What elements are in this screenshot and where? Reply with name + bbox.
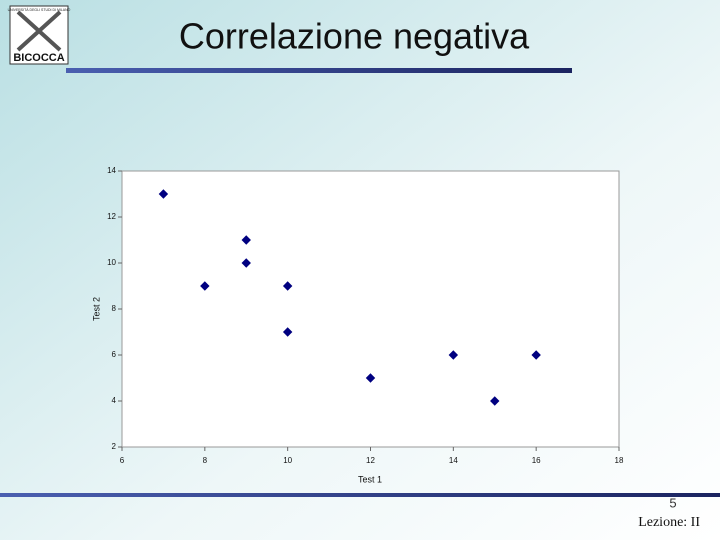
- y-axis-label: Test 2: [91, 297, 101, 321]
- page-number: 5: [669, 495, 676, 510]
- x-tick-label: 16: [532, 456, 541, 465]
- point: [241, 258, 251, 268]
- footer-rule: [0, 493, 720, 497]
- x-tick-label: 12: [366, 456, 375, 465]
- point: [200, 281, 210, 291]
- logo-mark: [16, 10, 62, 52]
- point: [490, 396, 500, 406]
- point: [282, 327, 293, 337]
- y-tick-label: 10: [107, 258, 116, 267]
- y-tick-label: 12: [107, 212, 116, 221]
- x-tick-label: 6: [120, 456, 125, 465]
- point: [158, 189, 169, 199]
- x-tick-label: 14: [449, 456, 458, 465]
- logo-bottom: BICOCCA: [13, 52, 64, 64]
- point: [241, 235, 251, 245]
- y-tick-label: 4: [112, 396, 117, 405]
- x-tick-label: 10: [283, 456, 292, 465]
- y-tick-label: 2: [112, 442, 117, 451]
- x-axis-label: Test 1: [358, 474, 382, 484]
- plot-area: [121, 170, 620, 448]
- title-rule: [66, 68, 572, 73]
- point: [365, 373, 376, 383]
- slide-title: Correlazione negativa: [179, 16, 530, 57]
- point: [531, 350, 541, 360]
- y-tick-label: 6: [112, 350, 117, 359]
- logo-top: UNIVERSITÀ DEGLI STUDI DI MILANO: [8, 8, 71, 12]
- logo: UNIVERSITÀ DEGLI STUDI DI MILANO BICOCCA: [8, 5, 71, 65]
- point: [448, 350, 459, 360]
- y-tick-label: 8: [112, 304, 117, 313]
- y-tick-label: 14: [107, 166, 116, 175]
- footer-text: Lezione: II: [638, 515, 700, 530]
- x-tick-label: 18: [615, 456, 624, 465]
- point: [282, 281, 293, 291]
- x-tick-label: 8: [203, 456, 208, 465]
